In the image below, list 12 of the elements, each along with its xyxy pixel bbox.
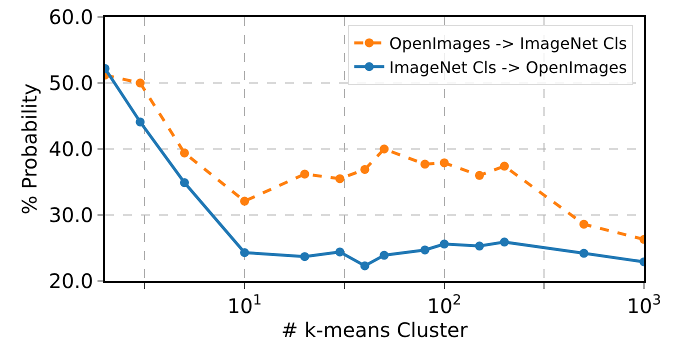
y-tick-label: 50.0 [48, 71, 94, 95]
x-tick-label: 10$^{1}$ [227, 292, 262, 318]
legend-label: OpenImages -> ImageNet Cls [389, 34, 627, 54]
y-tick-label: 20.0 [48, 269, 94, 293]
y-tick-label: 60.0 [48, 5, 94, 29]
x-axis-title: # k-means Cluster [281, 318, 468, 342]
legend-label: ImageNet Cls -> OpenImages [389, 58, 627, 77]
y-axis-title: % Probability [18, 83, 42, 215]
y-tick-label: 30.0 [48, 203, 94, 227]
x-tick-label: 10$^{2}$ [427, 292, 462, 318]
y-tick-label: 40.0 [48, 137, 94, 161]
x-tick-label: 10$^{3}$ [626, 292, 662, 318]
